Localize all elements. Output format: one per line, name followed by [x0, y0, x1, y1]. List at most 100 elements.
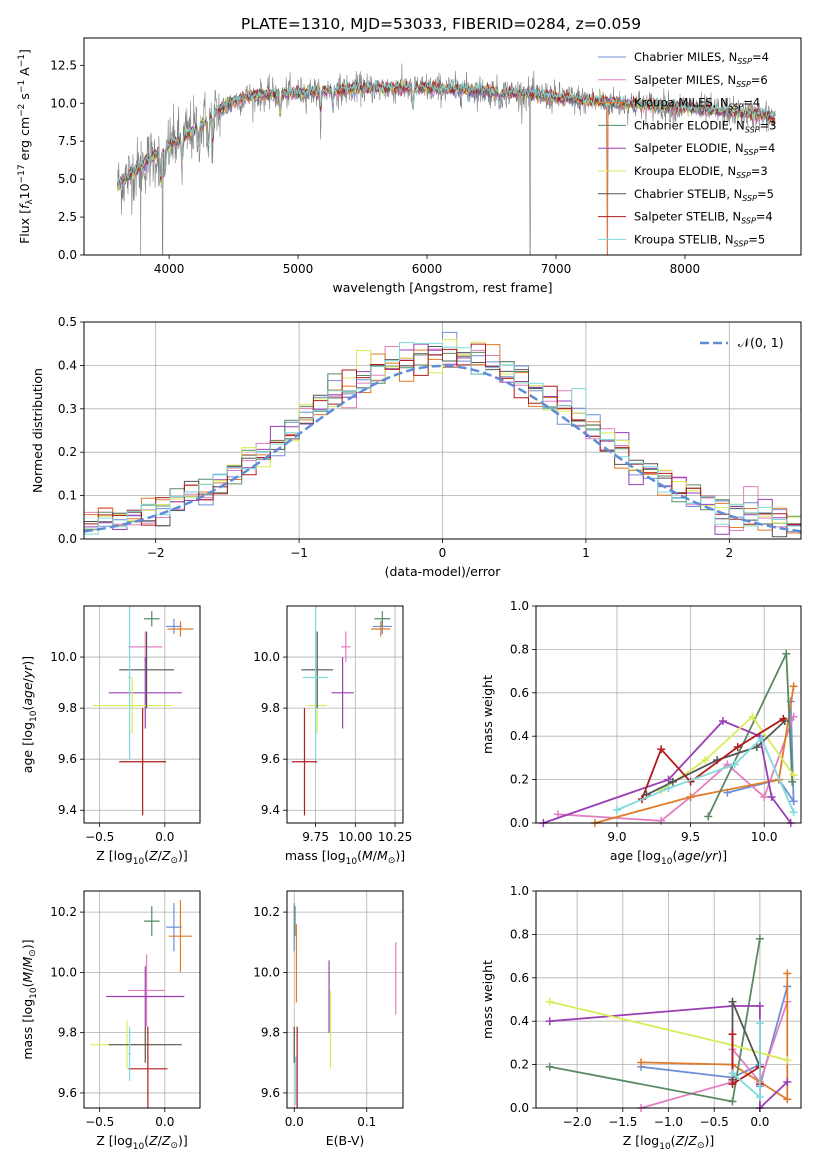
weight-marker	[760, 792, 769, 801]
y-tick-label: 1.0	[510, 599, 529, 613]
y-tick-label: 9.8	[58, 701, 77, 715]
y-tick-label: 0.0	[58, 248, 77, 262]
z-age-panel: −0.5 0.0 9.4 9.6 9.8 10.0 Z [log10(Z/Z⊙)] age […	[20, 605, 201, 867]
spectrum-ylabel: Flux [fλ10−17 erg cm−2 s−1 A−1]	[17, 49, 35, 244]
z-age-errorbars	[93, 606, 194, 816]
x-tick-label: 10.00	[338, 830, 372, 844]
weight-marker	[783, 1095, 792, 1104]
errorbar	[167, 621, 194, 637]
errorbar	[143, 611, 160, 627]
errorbar	[374, 611, 391, 627]
weight-marker	[755, 1019, 764, 1028]
z-mass-ylabel: mass [log10(M/M⊙)]	[20, 939, 39, 1059]
errorbar	[168, 900, 193, 973]
weight-marker	[718, 717, 727, 726]
z-mass-frame	[83, 890, 201, 1109]
weight-marker	[728, 1080, 737, 1089]
ebv-mass-grid	[287, 891, 403, 1108]
x-tick-label: −1.0	[654, 1115, 683, 1129]
y-tick-label: 0.5	[58, 315, 77, 329]
errorbar	[93, 677, 172, 734]
mass-age-panel: 9.75 10.00 10.25 9.4 9.6 9.8 10.0 mass [log10(M…	[253, 605, 412, 867]
errorbar	[128, 1026, 131, 1081]
x-tick-label: 0.1	[357, 1115, 376, 1129]
y-tick-label: 10.0	[50, 96, 77, 110]
y-tick-label: 0.8	[510, 642, 529, 656]
legend-label: Salpeter ELODIE, NSSP=4	[634, 141, 775, 157]
weight-marker	[789, 682, 798, 691]
weight-marker	[752, 743, 761, 752]
z-mass-errorbars	[90, 900, 193, 1108]
weight-marker	[789, 808, 798, 817]
mass-age-errorbars	[291, 606, 392, 816]
errorbar	[166, 618, 182, 635]
y-tick-label: 0.4	[510, 729, 529, 743]
z-age-frame	[83, 605, 201, 824]
spectrum-xlabel: wavelength [Angstrom, rest frame]	[332, 280, 552, 295]
legend-label: Kroupa ELODIE, NSSP=3	[634, 164, 768, 180]
x-tick-label: −2.0	[563, 1115, 592, 1129]
figure-title: PLATE=1310, MJD=53033, FIBERID=0284, z=0…	[241, 15, 641, 33]
z-age-grid	[84, 606, 200, 823]
errorbar	[371, 621, 391, 637]
errorbar	[108, 1026, 182, 1063]
weight-marker	[789, 712, 798, 721]
y-tick-label: 10.2	[253, 905, 280, 919]
weight-marker	[637, 1058, 646, 1067]
weight-line	[707, 653, 794, 817]
x-tick-label: 2	[725, 546, 733, 560]
spectrum-frame	[83, 37, 802, 256]
y-tick-label: 7.5	[58, 134, 77, 148]
x-tick-label: 1	[582, 546, 590, 560]
weight-line	[594, 686, 795, 824]
weight-marker	[755, 1093, 764, 1102]
weight-marker	[757, 734, 766, 743]
y-tick-label: 0.0	[510, 1101, 529, 1115]
y-tick-label: 0.6	[510, 971, 529, 985]
weight-marker	[686, 792, 695, 801]
z-mass-grid	[84, 891, 200, 1108]
errorbar	[331, 657, 354, 729]
ebv-mass-xlabel: E(B-V)	[326, 1133, 365, 1148]
legend-label: Chabrier ELODIE, NSSP=3	[634, 118, 776, 134]
y-tick-label: 9.4	[261, 803, 280, 817]
y-tick-label: 9.8	[261, 1026, 280, 1040]
legend-label: 𝒩(0, 1)	[738, 335, 784, 350]
errorbar	[302, 606, 329, 760]
ebv-mass-frame	[286, 890, 404, 1109]
y-tick-label: 9.8	[58, 1026, 77, 1040]
weight-marker	[782, 649, 791, 658]
weight-marker	[668, 777, 677, 786]
spectrum-panel: Chabrier MILES, NSSP=4 Salpeter MILES, NS…	[17, 37, 802, 295]
weight-marker	[545, 997, 554, 1006]
z-weight-panel: −2.0 −1.5 −1.0 −0.5 0.0 0.0 0.2 0.4 0.6 0.8 1.0 Z […	[480, 884, 802, 1152]
weight-marker	[755, 934, 764, 943]
spectrum-lines	[117, 63, 776, 255]
errorbar	[108, 657, 182, 729]
x-tick-label: 6000	[412, 262, 443, 276]
errorbar	[341, 631, 351, 663]
x-tick-label: 9.5	[681, 830, 700, 844]
weight-marker	[767, 792, 776, 801]
histograms	[84, 331, 801, 538]
weight-marker	[783, 1077, 792, 1086]
legend-label: Salpeter STELIB, NSSP=4	[634, 210, 773, 226]
weight-marker	[730, 760, 739, 769]
weight-marker	[788, 777, 797, 786]
y-tick-label: 9.6	[261, 752, 280, 766]
x-tick-label: 0.0	[155, 1115, 174, 1129]
weight-marker	[783, 1056, 792, 1065]
y-tick-label: 12.5	[50, 58, 77, 72]
panels: Chabrier MILES, NSSP=4 Salpeter MILES, NS…	[17, 37, 802, 1152]
x-tick-label: 7000	[541, 262, 572, 276]
age-weight-ylabel: mass weight	[480, 675, 495, 754]
z-mass-xlabel: Z [log10(Z/Z⊙)]	[96, 1133, 188, 1152]
weight-marker	[783, 969, 792, 978]
spectrum-model-line	[117, 79, 776, 188]
x-tick-label: 8000	[670, 262, 701, 276]
errorbar	[143, 906, 160, 937]
x-tick-label: 10.0	[751, 830, 778, 844]
x-tick-label: 0.0	[285, 1115, 304, 1129]
errorbar	[128, 1026, 168, 1108]
